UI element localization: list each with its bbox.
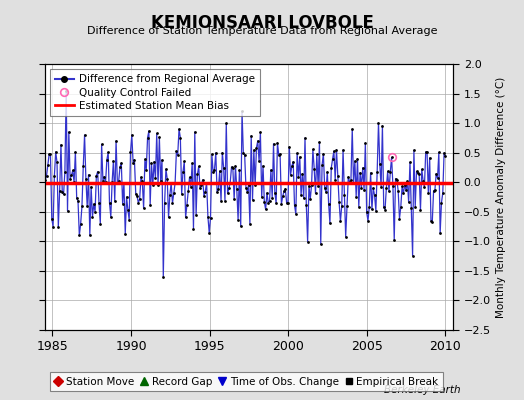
Legend: Station Move, Record Gap, Time of Obs. Change, Empirical Break: Station Move, Record Gap, Time of Obs. C… (50, 372, 443, 391)
Text: Berkeley Earth: Berkeley Earth (385, 385, 461, 395)
Legend: Difference from Regional Average, Quality Control Failed, Estimated Station Mean: Difference from Regional Average, Qualit… (50, 69, 260, 116)
Y-axis label: Monthly Temperature Anomaly Difference (°C): Monthly Temperature Anomaly Difference (… (496, 76, 506, 318)
Text: KEMIONSAARI LOVBOLE: KEMIONSAARI LOVBOLE (150, 14, 374, 32)
Text: Difference of Station Temperature Data from Regional Average: Difference of Station Temperature Data f… (87, 26, 437, 36)
